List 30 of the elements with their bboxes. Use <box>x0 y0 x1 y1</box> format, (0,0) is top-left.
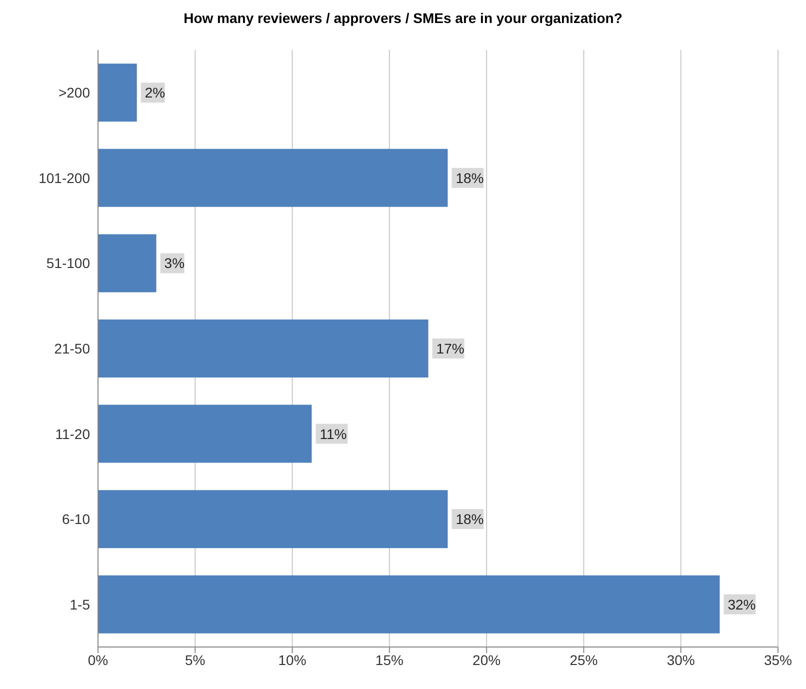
x-tick-label: 35% <box>764 652 792 668</box>
data-label: 18% <box>456 170 484 186</box>
data-label: 11% <box>320 426 347 442</box>
bar <box>98 404 312 463</box>
data-label: 3% <box>164 255 185 272</box>
bar <box>98 234 156 292</box>
bar <box>98 148 448 207</box>
y-tick-label: 1-5 <box>70 596 90 612</box>
data-label: 2% <box>144 84 166 101</box>
y-tick-label: 101-200 <box>38 170 90 186</box>
data-label: 17% <box>436 340 464 357</box>
x-tick-label: 25% <box>570 652 598 668</box>
x-tick-label: 20% <box>472 652 501 668</box>
y-tick-label: >200 <box>58 84 90 101</box>
data-label: 18% <box>456 511 484 528</box>
y-tick-label: 51-100 <box>46 255 90 272</box>
bar <box>98 320 428 378</box>
bar <box>98 64 137 122</box>
x-tick-label: 5% <box>185 652 206 668</box>
x-tick-label: 30% <box>666 652 695 668</box>
y-tick-label: 11-20 <box>55 426 90 442</box>
x-tick-label: 0% <box>88 652 108 668</box>
x-tick-label: 15% <box>375 652 404 668</box>
y-tick-label: 21-50 <box>54 340 90 356</box>
y-tick-label: 6-10 <box>62 511 90 528</box>
data-label: 32% <box>728 596 756 612</box>
bar <box>98 575 720 634</box>
x-tick-label: 10% <box>278 652 306 668</box>
chart-title: How many reviewers / approvers / SMEs are in your organization? <box>182 9 624 28</box>
bar <box>98 490 448 548</box>
